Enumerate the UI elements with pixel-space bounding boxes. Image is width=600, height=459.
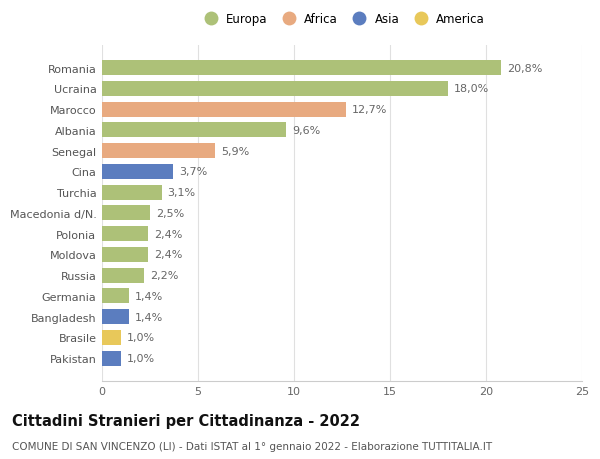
Bar	[102, 61, 502, 76]
Bar	[102, 227, 148, 241]
Bar	[102, 123, 286, 138]
Bar	[102, 330, 121, 345]
Text: 2,5%: 2,5%	[156, 208, 184, 218]
Text: COMUNE DI SAN VINCENZO (LI) - Dati ISTAT al 1° gennaio 2022 - Elaborazione TUTTI: COMUNE DI SAN VINCENZO (LI) - Dati ISTAT…	[12, 441, 492, 451]
Bar	[102, 102, 346, 118]
Bar	[102, 185, 161, 200]
Text: 3,1%: 3,1%	[167, 188, 196, 198]
Text: 9,6%: 9,6%	[292, 126, 320, 136]
Text: 20,8%: 20,8%	[507, 64, 542, 73]
Bar	[102, 268, 144, 283]
Text: 1,4%: 1,4%	[134, 312, 163, 322]
Text: 3,7%: 3,7%	[179, 167, 207, 177]
Text: 2,4%: 2,4%	[154, 229, 182, 239]
Text: 1,4%: 1,4%	[134, 291, 163, 301]
Text: 2,4%: 2,4%	[154, 250, 182, 260]
Bar	[102, 351, 121, 366]
Legend: Europa, Africa, Asia, America: Europa, Africa, Asia, America	[194, 8, 490, 31]
Bar	[102, 309, 129, 325]
Bar	[102, 289, 129, 304]
Bar	[102, 82, 448, 97]
Text: 5,9%: 5,9%	[221, 146, 249, 157]
Text: 1,0%: 1,0%	[127, 353, 155, 363]
Text: 18,0%: 18,0%	[454, 84, 488, 94]
Bar	[102, 165, 173, 179]
Bar	[102, 247, 148, 262]
Text: 1,0%: 1,0%	[127, 333, 155, 342]
Text: 12,7%: 12,7%	[352, 105, 387, 115]
Bar	[102, 144, 215, 159]
Text: Cittadini Stranieri per Cittadinanza - 2022: Cittadini Stranieri per Cittadinanza - 2…	[12, 413, 360, 428]
Bar	[102, 206, 150, 221]
Text: 2,2%: 2,2%	[150, 270, 178, 280]
